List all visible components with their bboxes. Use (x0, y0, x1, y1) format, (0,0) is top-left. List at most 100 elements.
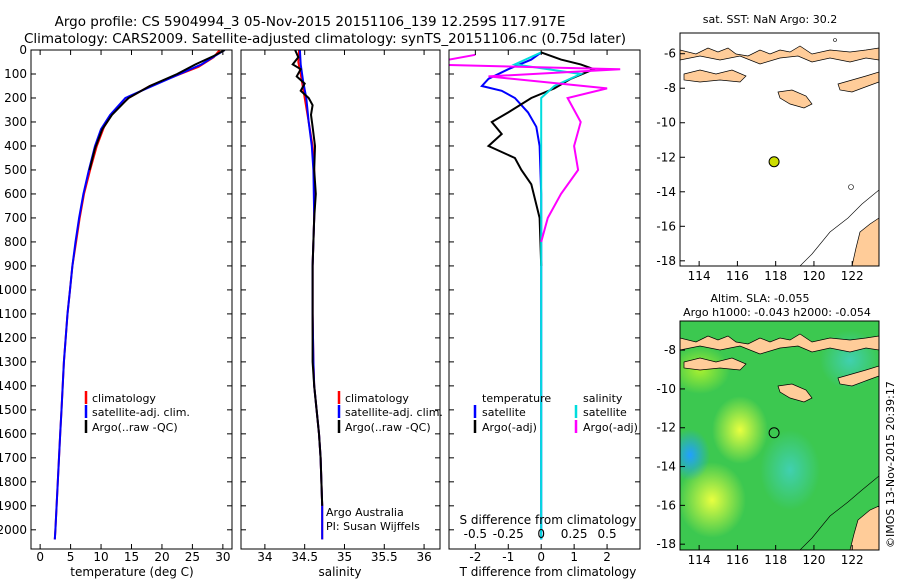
difference-series-2 (511, 51, 585, 540)
credit-line2: PI: Susan Wijffels (326, 520, 420, 533)
depth-tick-label: 200 (4, 91, 27, 105)
legend-title-salinity: salinity (583, 392, 623, 405)
islet (848, 184, 854, 190)
temperature-panel: 0 5 10 15 20 25 300100200300400500600700800900… (0, 43, 233, 579)
map-sst-lat-label: -10 (656, 116, 676, 130)
depth-tick-label: 1300 (0, 355, 27, 369)
sla-high-north (680, 346, 730, 394)
map-sst-lon-label: 114 (688, 269, 711, 283)
land-north-2 (683, 357, 747, 371)
difference-panel: -2 -1 0 1 2 -0.5 -0.25 0 0.25 0.5 S difference fr… (448, 49, 641, 579)
depth-tick-label: 900 (4, 259, 27, 273)
land-north (680, 333, 879, 355)
depth-tick-label: 1000 (0, 283, 27, 297)
temperature-xtick-label: 25 (185, 550, 200, 564)
legend-label-argo: Argo(..raw -QC) (92, 421, 178, 434)
depth-tick-label: 500 (4, 163, 27, 177)
map-sla-lon-label: 118 (764, 553, 787, 567)
legend-label-argo: Argo(..raw -QC) (345, 421, 431, 434)
map-sla-lat-label: -14 (656, 460, 676, 474)
legend-label-climatology: climatology (92, 392, 156, 405)
land-sumba (777, 383, 813, 403)
header-line1: Argo profile: CS 5904994_3 05-Nov-2015 2… (55, 14, 566, 30)
map-sla-lon-label: 122 (841, 553, 864, 567)
map-sst-lon-label: 116 (726, 269, 749, 283)
legend-title-temperature: temperature (482, 392, 551, 405)
temperature-series-0 (53, 50, 221, 540)
salinity-axes-frame (240, 49, 441, 550)
salinity-legend: climatology satellite-adj. clim. Argo(..… (337, 391, 443, 434)
difference-legend: temperature salinity satellite Argo(-adj… (473, 392, 638, 434)
salinity-xtick-label: 35.5 (371, 550, 398, 564)
difference-series-1 (486, 51, 597, 266)
argo-float-marker (768, 156, 780, 168)
header-line2: Climatology: CARS2009. Satellite-adjuste… (24, 31, 626, 47)
map-sst-lon-label: 122 (841, 269, 864, 283)
sla-high-south (680, 462, 746, 538)
land-australia (849, 505, 879, 550)
shelf-contour (799, 475, 879, 550)
sla-map-frame (679, 320, 880, 551)
depth-tick-label: 1200 (0, 331, 27, 345)
legend-label-satellite-adj: satellite-adj. clim. (345, 406, 443, 419)
salinity-xtick-label: 34.5 (291, 550, 318, 564)
map-sla-lon-label: 116 (726, 553, 749, 567)
salinity-series-1 (298, 50, 324, 540)
land-timor (837, 71, 879, 93)
legend-label-t-argo: Argo(-adj) (482, 421, 537, 434)
sdiff-tick-label: 0.5 (598, 527, 617, 541)
salinity-panel: 34 34.5 35 35.5 36 salinity climatology sate… (240, 49, 443, 579)
sst-map-title: sat. SST: NaN Argo: 30.2 (703, 13, 837, 26)
imos-timestamp: ©IMOS 13-Nov-2015 20:39:17 (884, 381, 897, 548)
shelf-contour (799, 189, 879, 266)
depth-tick-label: 100 (4, 67, 27, 81)
map-sla-lat-label: -12 (656, 421, 676, 435)
map-sla-lat-label: -10 (656, 382, 676, 396)
difference-series-3 (449, 53, 621, 243)
legend-label-climatology: climatology (345, 392, 409, 405)
difference-series-0 (480, 51, 543, 540)
temperature-xlabel: temperature (deg C) (70, 565, 193, 579)
t-diff-label: T difference from climatology (459, 565, 637, 579)
sla-map-title: Altim. SLA: -0.055 (710, 292, 809, 305)
map-sla-lat-label: -18 (656, 537, 676, 551)
depth-tick-label: 600 (4, 187, 27, 201)
salinity-series-2 (291, 50, 324, 506)
sdiff-tick-label: 0 (537, 527, 545, 541)
sla-map-panel: Altim. SLA: -0.055 Argo h1000: -0.043 h2… (656, 292, 880, 567)
depth-tick-label: 1400 (0, 379, 27, 393)
land-australia (851, 217, 879, 266)
sla-high-center (712, 396, 768, 464)
temperature-xtick-label: 15 (124, 550, 139, 564)
map-sst-lat-label: -16 (656, 219, 676, 233)
depth-tick-label: 1600 (0, 427, 27, 441)
depth-tick-label: 300 (4, 115, 27, 129)
sla-map-subtitle: Argo h1000: -0.043 h2000: -0.054 (683, 306, 871, 319)
depth-tick-label: 1500 (0, 403, 27, 417)
tdiff-tick-label: 2 (603, 550, 611, 564)
depth-tick-label: 1700 (0, 451, 27, 465)
depth-tick-label: 800 (4, 235, 27, 249)
tdiff-tick-label: -1 (502, 550, 514, 564)
map-sla-lon-label: 114 (688, 553, 711, 567)
islet (833, 38, 837, 42)
difference-axes-frame (448, 49, 641, 550)
salinity-xtick-label: 36 (416, 550, 431, 564)
depth-tick-label: 0 (19, 43, 27, 57)
land-timor (837, 365, 879, 387)
sdiff-tick-label: -0.5 (464, 527, 487, 541)
tdiff-tick-label: 0 (537, 550, 545, 564)
depth-tick-label: 1900 (0, 499, 27, 513)
temperature-series-2 (88, 50, 226, 171)
temperature-xtick-label: 5 (67, 550, 75, 564)
sst-map-frame (679, 32, 880, 267)
depth-tick-label: 400 (4, 139, 27, 153)
map-sst-lat-label: -18 (656, 254, 676, 268)
temperature-xtick-label: 30 (215, 550, 230, 564)
land-sumba (777, 89, 813, 109)
temperature-legend: climatology satellite-adj. clim. Argo(..… (84, 391, 190, 434)
tdiff-tick-label: 1 (570, 550, 578, 564)
legend-label-s-argo: Argo(-adj) (583, 421, 638, 434)
temperature-xtick-label: 10 (93, 550, 108, 564)
